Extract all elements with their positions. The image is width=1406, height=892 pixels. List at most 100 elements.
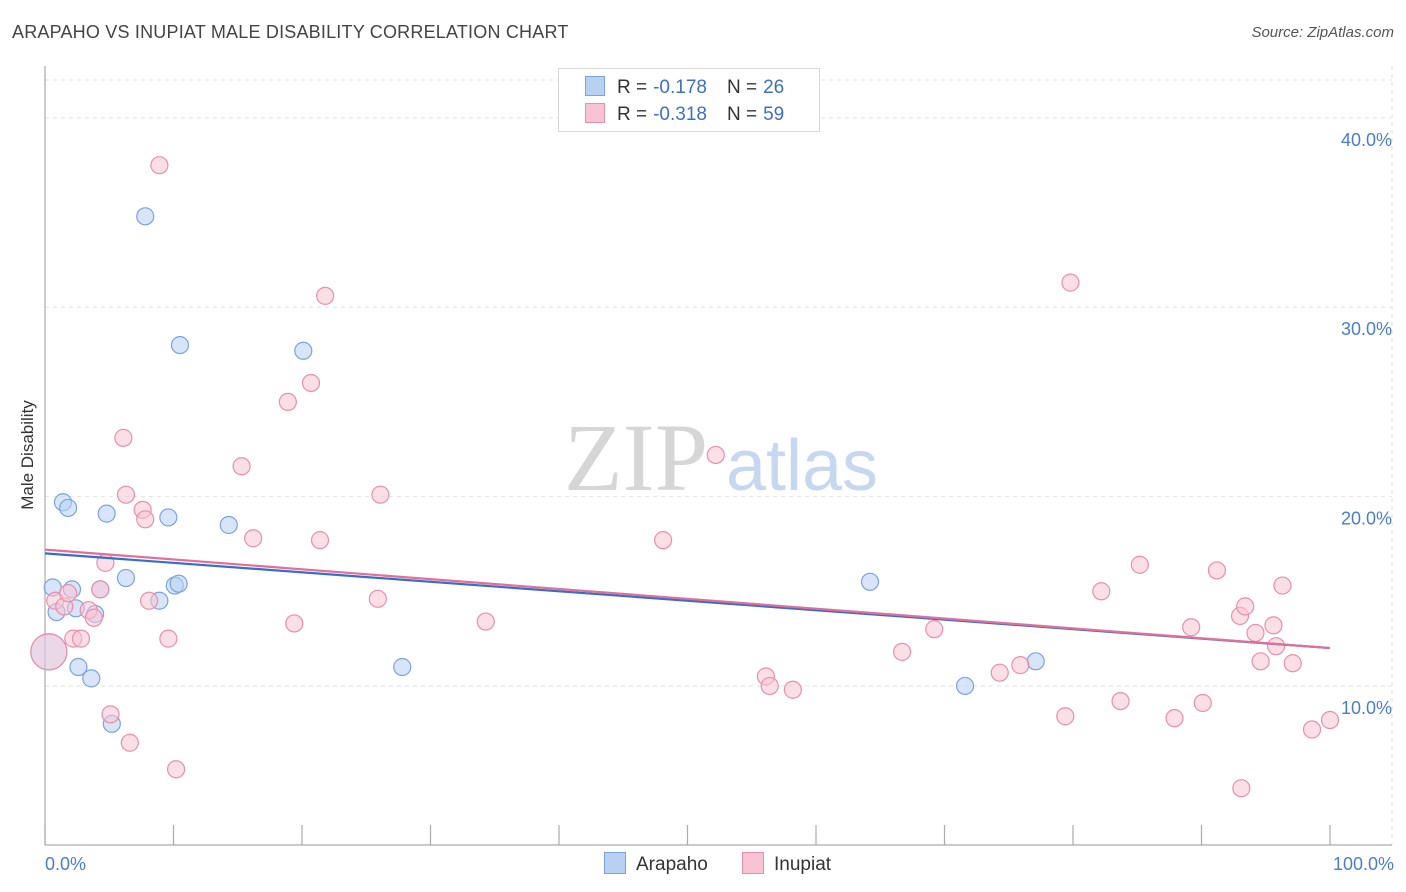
inupiat-point-8 (91, 580, 110, 599)
watermark-atlas: atlas (726, 426, 878, 506)
inupiat-point-22 (278, 392, 297, 412)
inupiat-point-58 (1320, 710, 1340, 730)
inupiat-trend-line (44, 548, 1331, 650)
inupiat-point-30 (653, 531, 673, 550)
inupiat-point-18 (159, 629, 178, 648)
arapaho-point-20 (219, 515, 238, 535)
watermark-zip: ZIP (564, 404, 708, 511)
inupiat-point-37 (990, 663, 1009, 682)
source-label: Source: ZipAtlas.com (1251, 24, 1394, 41)
arapaho-point-4 (59, 498, 78, 518)
inupiat-point-41 (1092, 582, 1111, 601)
inupiat-point-44 (1165, 709, 1184, 728)
inupiat-point-40 (1061, 273, 1080, 292)
arapaho-point-14 (136, 207, 155, 226)
inupiat-point-17 (150, 156, 169, 175)
arapaho-r-value: -0.178 (653, 77, 707, 98)
legend-row-arapaho: R = -0.178 N = 26 (585, 76, 784, 100)
arapaho-point-25 (1026, 652, 1045, 671)
arapaho-point-23 (860, 572, 880, 591)
arapaho-legend-label: Arapaho (636, 854, 708, 875)
y-tick-label-2: 30.0% (1341, 319, 1392, 339)
inupiat-r-value: -0.318 (653, 104, 707, 125)
inupiat-point-12 (116, 485, 136, 504)
inupiat-point-23 (285, 614, 304, 633)
y-tick-label-1: 20.0% (1341, 509, 1392, 529)
inupiat-point-39 (1056, 707, 1075, 726)
inupiat-point-5 (71, 629, 91, 648)
inupiat-point-19 (166, 760, 186, 779)
chart-title: ARAPAHO VS INUPIAT MALE DISABILITY CORRE… (12, 22, 569, 42)
inupiat-point-0 (30, 633, 68, 671)
inupiat-point-43 (1130, 555, 1149, 574)
inupiat-point-35 (892, 642, 912, 661)
inupiat-point-52 (1251, 652, 1270, 671)
inupiat-point-34 (783, 680, 802, 699)
inupiat-point-3 (59, 584, 78, 603)
inupiat-point-24 (301, 373, 321, 393)
y-tick-label-3: 40.0% (1341, 130, 1392, 150)
inupiat-point-51 (1246, 623, 1265, 643)
arapaho-point-7 (69, 657, 88, 677)
inupiat-point-55 (1273, 576, 1292, 595)
inupiat-point-38 (1011, 656, 1030, 675)
legend-row-inupiat: R = -0.318 N = 59 (585, 103, 784, 127)
arapaho-point-21 (294, 341, 313, 360)
inupiat-point-47 (1207, 561, 1227, 580)
inupiat-n-value: 59 (763, 104, 785, 125)
inupiat-point-7 (84, 608, 103, 627)
arapaho-point-13 (116, 568, 136, 588)
arapaho-point-19 (170, 335, 190, 355)
inupiat-point-46 (1193, 693, 1212, 713)
inupiat-point-20 (232, 457, 251, 476)
inupiat-point-31 (706, 445, 725, 465)
axes (44, 66, 1392, 846)
arapaho-point-22 (393, 657, 412, 677)
arapaho-point-16 (159, 508, 178, 527)
inupiat-point-53 (1264, 616, 1283, 635)
inupiat-point-29 (476, 612, 495, 631)
tick-labels: 10.0% 20.0% 30.0% 40.0% 0.0% 100.0% (45, 130, 1394, 874)
inupiat-point-33 (760, 676, 779, 696)
inupiat-point-57 (1302, 720, 1322, 739)
legend-item-inupiat: Inupiat (742, 852, 831, 876)
legend-item-arapaho: Arapaho (604, 852, 708, 876)
inupiat-point-50 (1236, 597, 1255, 616)
correlation-legend: R = -0.178 N = 26 R = -0.318 N = 59 (558, 68, 820, 132)
x-tick-label-left: 0.0% (45, 854, 86, 874)
arapaho-point-18 (169, 574, 188, 593)
data-points (30, 156, 1340, 798)
arapaho-point-24 (955, 676, 975, 696)
arapaho-n-value: 26 (763, 77, 785, 98)
arapaho-swatch (585, 76, 605, 96)
inupiat-point-16 (139, 591, 159, 610)
trend-lines (44, 548, 1331, 650)
arapaho-legend-swatch (604, 852, 626, 874)
inupiat-point-28 (371, 485, 390, 504)
inupiat-legend-label: Inupiat (774, 854, 832, 875)
inupiat-point-15 (136, 510, 155, 529)
inupiat-point-42 (1111, 691, 1130, 711)
inupiat-legend-swatch (742, 852, 764, 874)
grid-lines (45, 66, 1393, 845)
inupiat-point-27 (368, 589, 387, 608)
inupiat-r-label: R = (617, 104, 648, 125)
x-tick-label-right: 100.0% (1333, 854, 1394, 874)
inupiat-point-45 (1182, 618, 1201, 637)
inupiat-point-21 (244, 529, 263, 548)
arapaho-r-label: R = (617, 77, 648, 98)
inupiat-point-54 (1266, 637, 1286, 656)
inupiat-point-36 (925, 620, 944, 639)
inupiat-point-10 (101, 705, 120, 724)
inupiat-point-26 (316, 286, 335, 305)
inupiat-point-11 (114, 428, 133, 447)
arapaho-point-11 (97, 504, 116, 523)
inupiat-point-56 (1283, 654, 1302, 673)
inupiat-point-49 (1232, 779, 1251, 798)
arapaho-n-label: N = (726, 77, 758, 98)
arapaho-point-8 (82, 669, 101, 688)
inupiat-point-25 (310, 531, 330, 550)
inupiat-swatch (585, 103, 605, 123)
inupiat-n-label: N = (726, 104, 758, 125)
inupiat-point-13 (120, 733, 139, 752)
